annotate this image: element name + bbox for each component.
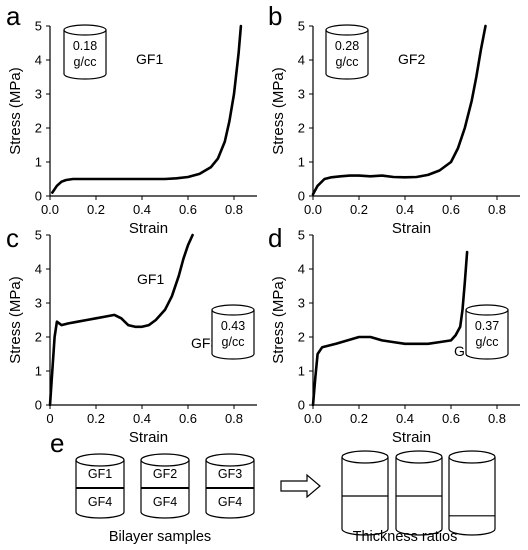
ratio-cylinder — [341, 450, 389, 536]
y-tick-label: 2 — [35, 121, 42, 136]
bilayer-3-bottom-label: GF4 — [218, 495, 242, 509]
bilayer-1-bottom-label: GF4 — [88, 495, 112, 509]
y-tick-label: 0 — [35, 189, 42, 204]
curve-annotation: GF1 — [136, 51, 163, 67]
density-cylinder-icon: 0.28 g/cc — [325, 24, 369, 80]
density-cylinder-icon: 0.18 g/cc — [63, 24, 107, 80]
y-tick-label: 2 — [298, 330, 305, 345]
stress-strain-curve — [311, 250, 469, 407]
caption-thickness-ratios: Thickness ratios — [353, 529, 458, 545]
y-tick-label: 3 — [298, 87, 305, 102]
stress-strain-curve — [50, 24, 243, 194]
x-axis-label: Strain — [392, 429, 431, 446]
chart-panel-a: 0 1 2 3 4 5 0.0 0.2 0.4 0.6 0.8 Strain Stress (MPa) G… — [7, 19, 257, 237]
x-tick-label: 0.8 — [225, 202, 243, 217]
curve-annotation: GF1 — [137, 271, 164, 287]
x-tick-label: 0.2 — [350, 411, 368, 426]
bilayer-2-top-label: GF2 — [153, 467, 177, 481]
panel-label-a: a — [6, 1, 21, 31]
y-tick-label: 1 — [298, 155, 305, 170]
density-value: 0.28 — [335, 39, 359, 53]
density-cylinder-icon: 0.37 g/cc — [465, 304, 509, 360]
y-axis-label: Stress (MPa) — [270, 276, 287, 364]
x-tick-label: 0.2 — [350, 202, 368, 217]
y-tick-label: 5 — [35, 228, 42, 243]
bilayer-3-top-label: GF3 — [218, 467, 242, 481]
density-cylinder-icon: 0.43 g/cc — [211, 304, 255, 360]
panel-label-e: e — [50, 428, 64, 458]
x-tick-label: 0.2 — [87, 411, 105, 426]
bilayer-2-bottom-label: GF4 — [153, 495, 177, 509]
y-axis-label: Stress (MPa) — [7, 67, 24, 155]
y-tick-label: 4 — [298, 262, 305, 277]
y-tick-label: 3 — [298, 296, 305, 311]
x-tick-label: 0.0 — [41, 202, 59, 217]
x-tick-label: 0.0 — [304, 202, 322, 217]
y-tick-label: 4 — [298, 53, 305, 68]
y-tick-label: 5 — [298, 228, 305, 243]
x-tick-label: 0.6 — [442, 202, 460, 217]
ratio-cylinder — [395, 450, 443, 536]
density-unit: g/cc — [336, 55, 359, 69]
x-tick-label: 0.8 — [488, 411, 506, 426]
x-tick-label: 0.4 — [133, 202, 151, 217]
arrow-icon — [280, 473, 321, 499]
bilayer-cylinder-1: GF1 GF4 — [75, 453, 125, 519]
x-axis-label: Strain — [392, 220, 431, 237]
x-tick-label: 0.6 — [179, 411, 197, 426]
density-unit: g/cc — [476, 335, 499, 349]
y-tick-label: 3 — [35, 296, 42, 311]
density-value: 0.18 — [73, 39, 97, 53]
y-tick-label: 5 — [35, 19, 42, 34]
x-tick-label: 0.8 — [488, 202, 506, 217]
x-tick-label: 0.8 — [225, 411, 243, 426]
y-tick-label: 1 — [298, 364, 305, 379]
density-unit: g/cc — [222, 335, 245, 349]
panel-label-b: b — [268, 1, 282, 31]
density-unit: g/cc — [74, 55, 97, 69]
x-axis-label: Strain — [129, 220, 168, 237]
density-value: 0.37 — [475, 319, 499, 333]
curve-annotation: GF2 — [398, 51, 425, 67]
stress-strain-curve — [311, 24, 487, 196]
panel-label-c: c — [6, 223, 19, 253]
y-tick-label: 5 — [298, 19, 305, 34]
y-tick-label: 1 — [35, 364, 42, 379]
panel-label-d: d — [268, 223, 282, 253]
y-tick-label: 4 — [35, 53, 42, 68]
x-tick-label: 0.6 — [179, 202, 197, 217]
chart-panel-b: 0 1 2 3 4 5 0.0 0.2 0.4 0.6 0.8 Strain Stress (MPa) G… — [270, 19, 520, 237]
thickness-ratio-cylinders — [341, 450, 496, 536]
y-tick-label: 2 — [35, 330, 42, 345]
y-tick-label: 1 — [35, 155, 42, 170]
x-axis-label: Strain — [129, 429, 168, 446]
density-value: 0.43 — [221, 319, 245, 333]
caption-bilayer-samples: Bilayer samples — [109, 529, 211, 545]
bilayer-schematic: GF1 GF4 GF2 GF4 GF3 GF4 Bilayer samples … — [75, 450, 496, 545]
x-tick-label: 0.4 — [396, 411, 414, 426]
bilayer-1-top-label: GF1 — [88, 467, 112, 481]
y-axis-label: Stress (MPa) — [7, 276, 24, 364]
bilayer-cylinder-3: GF3 GF4 — [205, 453, 255, 519]
y-tick-label: 0 — [298, 398, 305, 413]
ratio-cylinder — [448, 450, 496, 536]
y-axis-label: Stress (MPa) — [270, 67, 287, 155]
x-tick-label: 0.6 — [442, 411, 460, 426]
x-tick-label: 0.4 — [396, 202, 414, 217]
bilayer-cylinder-2: GF2 GF4 — [140, 453, 190, 519]
x-tick-label: 0.2 — [87, 202, 105, 217]
y-tick-label: 2 — [298, 121, 305, 136]
x-tick-label: 0.0 — [304, 411, 322, 426]
y-tick-label: 0 — [35, 398, 42, 413]
x-tick-label: 0 — [46, 411, 53, 426]
y-tick-label: 3 — [35, 87, 42, 102]
y-tick-label: 4 — [35, 262, 42, 277]
stress-strain-curve — [48, 233, 194, 407]
y-tick-label: 0 — [298, 189, 305, 204]
x-tick-label: 0.4 — [133, 411, 151, 426]
chart-panel-c: 0 1 2 3 4 5 0 0.2 0.4 0.6 0.8 Strain Stress (MPa) GF1… — [7, 228, 257, 446]
